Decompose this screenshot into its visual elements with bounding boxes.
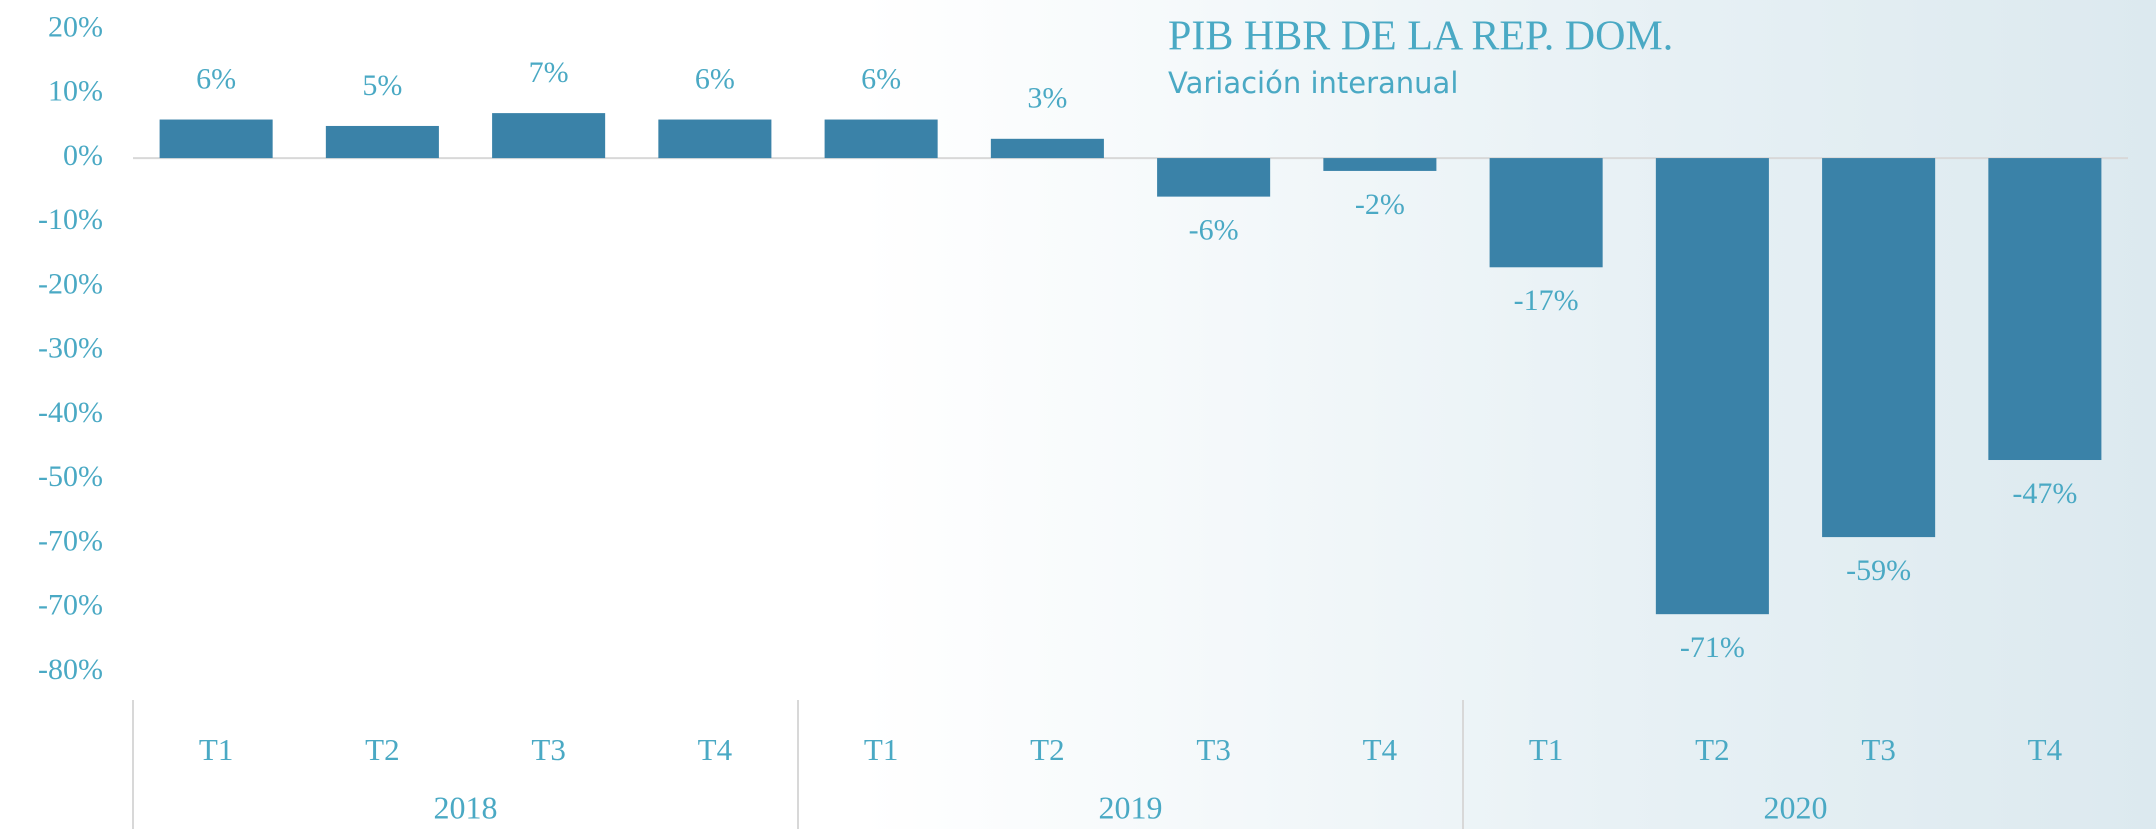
y-tick-label: -70% <box>38 524 103 557</box>
y-tick-label: -80% <box>38 653 103 686</box>
bar <box>159 119 273 159</box>
x-tick-label: T2 <box>1695 732 1729 767</box>
bar <box>492 113 606 159</box>
data-label: 6% <box>695 62 735 95</box>
y-tick-label: -10% <box>38 203 103 236</box>
x-tick-label: T2 <box>1030 732 1064 767</box>
bar <box>824 119 938 159</box>
bar <box>1489 158 1603 268</box>
data-label: 6% <box>196 62 236 95</box>
x-tick-label: T1 <box>199 732 233 767</box>
chart-title: PIB HBR DE LA REP. DOM. <box>1168 14 1673 60</box>
data-label: -2% <box>1355 188 1405 221</box>
bar <box>1157 158 1271 197</box>
data-label: 6% <box>861 62 901 95</box>
data-label: 7% <box>529 56 569 89</box>
chart-subtitle: Variación interanual <box>1168 66 1458 100</box>
group-label: 2019 <box>1099 789 1163 825</box>
data-label: -71% <box>1680 631 1745 664</box>
group-label: 2018 <box>434 789 498 825</box>
bar <box>990 138 1104 159</box>
bar <box>1822 158 1936 538</box>
bar <box>1323 158 1437 171</box>
x-tick-label: T1 <box>1529 732 1563 767</box>
x-tick-label: T4 <box>1363 732 1398 767</box>
x-tick-label: T3 <box>1861 732 1895 767</box>
bar <box>658 119 772 159</box>
x-tick-label: T2 <box>365 732 399 767</box>
x-tick-label: T4 <box>698 732 733 767</box>
y-tick-label: -70% <box>38 589 103 622</box>
data-label: 5% <box>362 69 402 102</box>
data-label: 3% <box>1027 82 1067 115</box>
y-tick-label: -20% <box>38 267 103 300</box>
x-tick-label: T4 <box>2028 732 2063 767</box>
data-label: -17% <box>1514 284 1579 317</box>
x-tick-label: T3 <box>531 732 565 767</box>
y-tick-label: 20% <box>48 10 103 43</box>
y-tick-label: 0% <box>63 139 103 172</box>
x-tick-label: T3 <box>1196 732 1230 767</box>
bar <box>1655 158 1769 615</box>
data-label: -6% <box>1189 214 1239 247</box>
y-tick-label: -40% <box>38 396 103 429</box>
bar <box>1988 158 2102 461</box>
y-tick-label: 10% <box>48 75 103 108</box>
bar <box>325 125 439 159</box>
x-tick-label: T1 <box>864 732 898 767</box>
data-label: -47% <box>2012 477 2077 510</box>
group-label: 2020 <box>1764 789 1828 825</box>
data-label: -59% <box>1846 554 1911 587</box>
y-tick-label: -50% <box>38 460 103 493</box>
y-tick-label: -30% <box>38 332 103 365</box>
